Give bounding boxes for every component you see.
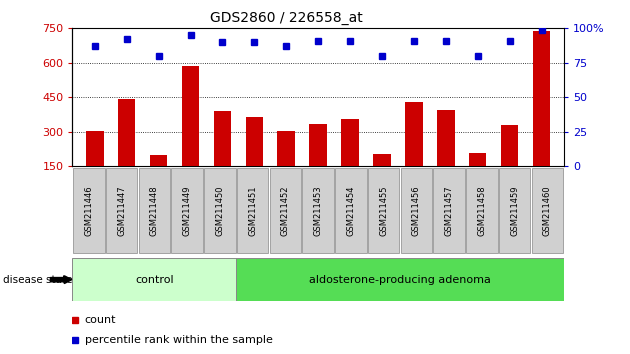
Text: GSM211452: GSM211452 (281, 185, 290, 236)
Bar (118, 99, 135, 166)
Bar (73, 168, 105, 253)
Bar (237, 168, 268, 253)
Bar (139, 168, 170, 253)
Text: GSM211450: GSM211450 (215, 185, 224, 236)
Bar (501, 125, 518, 166)
Bar (466, 168, 498, 253)
Bar (405, 102, 423, 166)
Bar (246, 117, 263, 166)
Bar (86, 131, 103, 166)
Text: count: count (84, 315, 116, 325)
Bar (533, 30, 550, 166)
Text: GSM211460: GSM211460 (543, 185, 552, 236)
Bar (499, 168, 530, 253)
Bar (335, 168, 367, 253)
Text: GSM211449: GSM211449 (183, 185, 192, 236)
Text: GSM211448: GSM211448 (150, 185, 159, 236)
Bar (469, 153, 486, 166)
Text: GDS2860 / 226558_at: GDS2860 / 226558_at (210, 11, 363, 25)
Bar (171, 168, 203, 253)
Text: control: control (135, 275, 174, 285)
Bar (204, 168, 236, 253)
Bar (341, 119, 359, 166)
Text: aldosterone-producing adenoma: aldosterone-producing adenoma (309, 275, 491, 285)
Text: GSM211451: GSM211451 (248, 185, 257, 236)
Bar (236, 258, 564, 301)
Bar (532, 168, 563, 253)
Text: GSM211459: GSM211459 (510, 185, 519, 236)
Bar (401, 168, 432, 253)
Bar (106, 168, 137, 253)
Bar (437, 110, 455, 166)
Text: GSM211456: GSM211456 (412, 185, 421, 236)
Text: GSM211458: GSM211458 (478, 185, 486, 236)
Bar (150, 155, 168, 166)
Text: percentile rank within the sample: percentile rank within the sample (84, 335, 273, 345)
Text: GSM211453: GSM211453 (314, 185, 323, 236)
Bar (277, 131, 295, 166)
Bar (72, 258, 236, 301)
Bar (302, 168, 334, 253)
Text: GSM211447: GSM211447 (117, 185, 126, 236)
Bar (373, 154, 391, 166)
Text: GSM211455: GSM211455 (379, 185, 388, 236)
Text: disease state: disease state (3, 275, 72, 285)
Bar (309, 124, 327, 166)
Text: GSM211457: GSM211457 (445, 185, 454, 236)
Bar (270, 168, 301, 253)
Text: GSM211454: GSM211454 (346, 185, 355, 236)
Text: GSM211446: GSM211446 (84, 185, 93, 236)
Bar (368, 168, 399, 253)
Bar (214, 111, 231, 166)
Bar (433, 168, 465, 253)
Bar (181, 66, 199, 166)
